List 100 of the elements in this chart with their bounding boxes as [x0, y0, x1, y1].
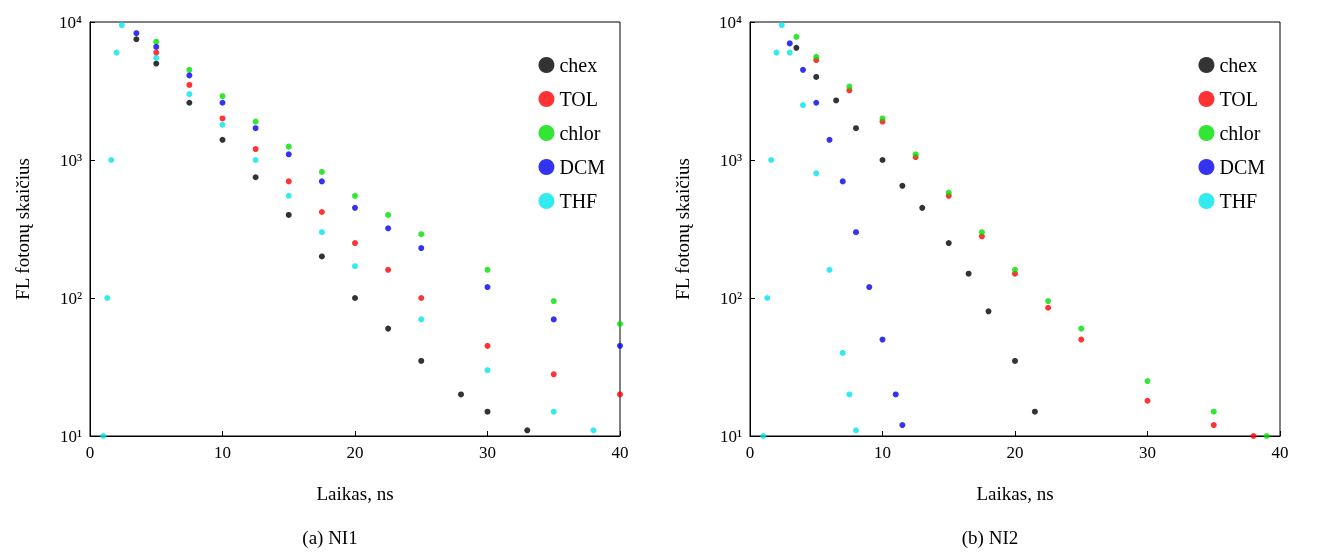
- point: [484, 342, 491, 349]
- point: [352, 263, 358, 270]
- point: [252, 174, 259, 181]
- point: [153, 38, 160, 45]
- y-tick-label: 10²: [719, 288, 742, 308]
- point: [418, 231, 425, 238]
- legend-label: TOL: [559, 88, 598, 110]
- point: [133, 36, 140, 43]
- x-tick-label: 40: [611, 443, 629, 462]
- point: [252, 118, 259, 125]
- point: [418, 357, 425, 364]
- point: [252, 125, 259, 132]
- point: [768, 157, 775, 163]
- point: [118, 22, 125, 29]
- point: [839, 178, 846, 185]
- point: [550, 408, 557, 415]
- point: [550, 371, 557, 378]
- y-tick-label: 10²: [59, 288, 82, 308]
- point: [219, 99, 226, 106]
- legend-label: chlor: [559, 122, 601, 144]
- point: [617, 342, 623, 349]
- x-tick-label: 20: [346, 443, 364, 462]
- point: [352, 192, 358, 199]
- point: [1210, 408, 1217, 415]
- point: [133, 30, 140, 37]
- point: [285, 178, 292, 185]
- point: [219, 136, 226, 143]
- point: [186, 91, 193, 98]
- point: [1250, 433, 1257, 439]
- y-tick-label: 10⁴: [59, 12, 83, 32]
- point: [318, 208, 325, 215]
- point: [866, 284, 873, 291]
- point: [892, 391, 899, 398]
- y-tick-label: 10¹: [59, 426, 82, 446]
- legend-label: chex: [559, 54, 598, 76]
- x-tick-label: 30: [479, 443, 496, 462]
- y-tick-label: 10⁴: [719, 12, 743, 32]
- legend-label: chlor: [1219, 122, 1261, 144]
- point: [550, 298, 557, 305]
- x-tick-label: 0: [745, 443, 755, 462]
- point: [899, 422, 906, 429]
- x-axis-title: Laikas, ns: [316, 483, 394, 504]
- point: [826, 136, 833, 143]
- x-tick-label: 0: [85, 443, 95, 462]
- point: [813, 53, 820, 60]
- point: [352, 295, 358, 301]
- point: [418, 316, 425, 323]
- x-tick-label: 10: [214, 443, 231, 462]
- point: [252, 157, 259, 163]
- point: [778, 22, 785, 29]
- point: [458, 391, 464, 398]
- x-axis-title: Laikas, ns: [976, 483, 1054, 504]
- legend-label: chex: [1219, 54, 1258, 76]
- point: [484, 266, 491, 273]
- point: [813, 170, 820, 177]
- point: [833, 97, 840, 104]
- legend-label: DCM: [1219, 156, 1266, 178]
- legend-label: TOL: [1219, 88, 1258, 110]
- text: (b) NI2: [961, 527, 1019, 549]
- point: [104, 295, 111, 301]
- y-axis-title: FL fotonų skaičius: [672, 158, 693, 300]
- point: [108, 157, 115, 163]
- point: [764, 295, 771, 301]
- point: [617, 320, 623, 327]
- point: [318, 229, 325, 236]
- point: [153, 54, 160, 61]
- y-tick-label: 10³: [59, 150, 82, 170]
- point: [186, 99, 193, 106]
- text: (a) NI1: [302, 527, 358, 549]
- point: [186, 66, 193, 73]
- point: [318, 253, 325, 260]
- point: [1031, 408, 1038, 415]
- point: [252, 146, 259, 153]
- point: [1012, 266, 1018, 273]
- y-tick-label: 10¹: [719, 426, 742, 446]
- point: [978, 229, 985, 236]
- point: [919, 204, 926, 211]
- point: [1144, 397, 1151, 404]
- x-tick-label: 30: [1139, 443, 1156, 462]
- x-tick-label: 20: [1006, 443, 1024, 462]
- point: [318, 178, 325, 185]
- point: [853, 427, 859, 434]
- point: [826, 266, 833, 273]
- point: [793, 44, 800, 51]
- point: [1045, 304, 1052, 311]
- point: [219, 115, 226, 122]
- legend-label: DCM: [559, 156, 606, 178]
- y-axis-title: FL fotonų skaičius: [12, 158, 33, 300]
- point: [853, 229, 859, 236]
- point: [786, 40, 793, 47]
- point: [1210, 422, 1217, 429]
- point: [786, 49, 793, 56]
- point: [219, 93, 226, 100]
- point: [1078, 336, 1085, 343]
- point: [385, 325, 392, 332]
- point: [879, 157, 886, 163]
- point: [100, 433, 107, 439]
- point: [385, 266, 392, 273]
- legend-label: THF: [559, 190, 598, 212]
- point: [839, 349, 846, 356]
